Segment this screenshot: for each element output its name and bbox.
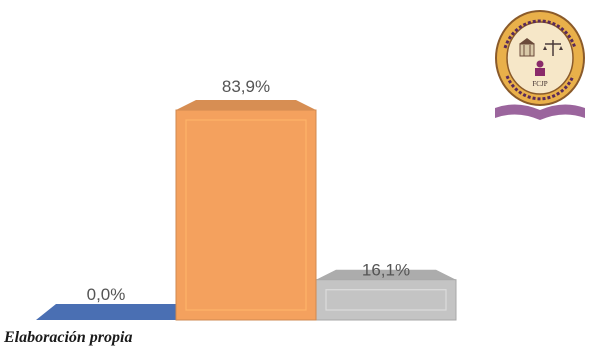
university-seal-icon: FCJP — [495, 10, 585, 120]
bar-2 — [175, 100, 317, 321]
bar-3-face — [315, 279, 457, 321]
seal-logo: FCJP — [493, 8, 587, 124]
source-note: Elaboración propia — [4, 329, 133, 346]
bar-1-top — [36, 304, 196, 320]
data-label-3: 16,1% — [362, 261, 410, 280]
svg-text:FCJP: FCJP — [532, 80, 547, 88]
bar-2-top — [176, 100, 316, 110]
data-label-2: 83,9% — [222, 77, 270, 96]
bar-3-top — [316, 269, 456, 280]
bar-1 — [36, 304, 196, 320]
bar-3 — [315, 269, 457, 321]
bar-3-bevel — [325, 289, 447, 311]
data-label-1: 0,0% — [87, 285, 126, 304]
bar-2-bevel — [185, 119, 307, 311]
bar-2-face — [175, 109, 317, 321]
